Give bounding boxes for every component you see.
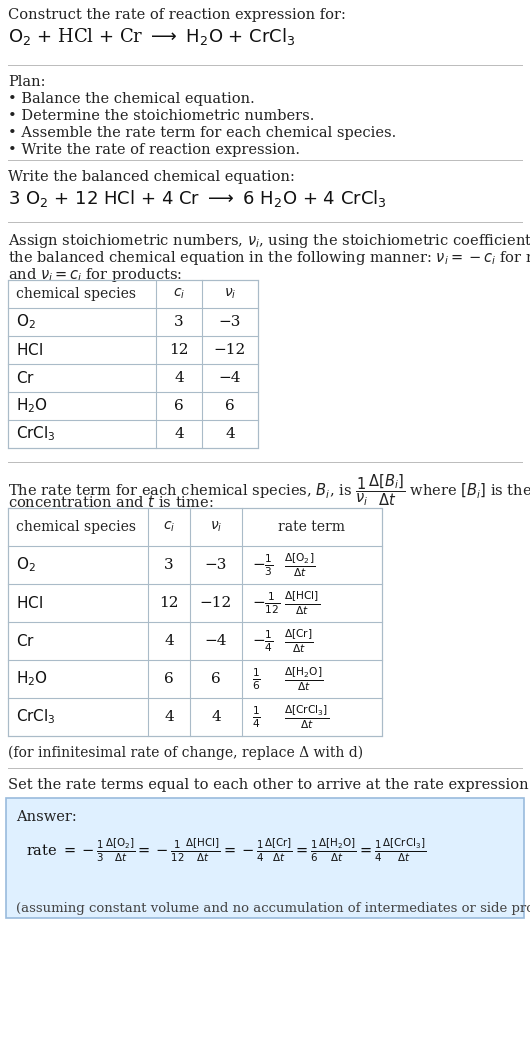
- Text: Plan:: Plan:: [8, 75, 46, 89]
- Text: $\mathrm{O_2}$ $+$ HCl $+$ Cr $\longrightarrow$ $\mathrm{H_2O}$ $+$ $\mathrm{CrC: $\mathrm{O_2}$ $+$ HCl $+$ Cr $\longrigh…: [8, 26, 295, 47]
- Text: $\mathrm{Cr}$: $\mathrm{Cr}$: [16, 370, 35, 386]
- Text: $\mathrm{H_2O}$: $\mathrm{H_2O}$: [16, 670, 48, 689]
- Text: $\mathrm{O_2}$: $\mathrm{O_2}$: [16, 555, 36, 574]
- Text: and $\nu_i = c_i$ for products:: and $\nu_i = c_i$ for products:: [8, 266, 182, 284]
- Text: $\frac{\Delta[\mathrm{H_2O}]}{\Delta t}$: $\frac{\Delta[\mathrm{H_2O}]}{\Delta t}$: [284, 665, 323, 693]
- Text: $\nu_i$: $\nu_i$: [210, 520, 222, 535]
- Text: Assign stoichiometric numbers, $\nu_i$, using the stoichiometric coefficients, $: Assign stoichiometric numbers, $\nu_i$, …: [8, 232, 530, 250]
- Text: $-\frac{1}{4}$: $-\frac{1}{4}$: [252, 628, 273, 653]
- Text: Write the balanced chemical equation:: Write the balanced chemical equation:: [8, 170, 295, 184]
- Text: (for infinitesimal rate of change, replace Δ with d): (for infinitesimal rate of change, repla…: [8, 746, 363, 761]
- Text: −3: −3: [219, 315, 241, 329]
- Text: 6: 6: [164, 672, 174, 686]
- Text: the balanced chemical equation in the following manner: $\nu_i = -c_i$ for react: the balanced chemical equation in the fo…: [8, 249, 530, 267]
- Text: $\mathrm{O_2}$: $\mathrm{O_2}$: [16, 313, 36, 331]
- Text: $\frac{\Delta[\mathrm{Cr}]}{\Delta t}$: $\frac{\Delta[\mathrm{Cr}]}{\Delta t}$: [284, 627, 313, 654]
- Text: 6: 6: [174, 399, 184, 413]
- Text: $\frac{1}{4}$: $\frac{1}{4}$: [252, 704, 261, 729]
- Text: −12: −12: [200, 596, 232, 610]
- Text: chemical species: chemical species: [16, 520, 136, 534]
- Text: • Balance the chemical equation.: • Balance the chemical equation.: [8, 92, 255, 106]
- Text: 12: 12: [159, 596, 179, 610]
- Text: $c_i$: $c_i$: [163, 520, 175, 535]
- Text: concentration and $t$ is time:: concentration and $t$ is time:: [8, 494, 214, 510]
- Bar: [8, 508, 382, 736]
- Text: $\mathrm{HCl}$: $\mathrm{HCl}$: [16, 595, 43, 611]
- Text: $-\frac{1}{3}$: $-\frac{1}{3}$: [252, 552, 273, 577]
- Text: −3: −3: [205, 559, 227, 572]
- Text: $\mathrm{CrCl_3}$: $\mathrm{CrCl_3}$: [16, 708, 56, 726]
- Text: Construct the rate of reaction expression for:: Construct the rate of reaction expressio…: [8, 8, 346, 22]
- Text: −4: −4: [219, 371, 241, 384]
- Text: rate $= -\frac{1}{3}\frac{\Delta[\mathrm{O_2}]}{\Delta t} = -\frac{1}{12}\frac{\: rate $= -\frac{1}{3}\frac{\Delta[\mathrm…: [26, 837, 426, 864]
- Text: (assuming constant volume and no accumulation of intermediates or side products): (assuming constant volume and no accumul…: [16, 902, 530, 915]
- Text: $\frac{\Delta[\mathrm{O_2}]}{\Delta t}$: $\frac{\Delta[\mathrm{O_2}]}{\Delta t}$: [284, 551, 315, 579]
- Text: $c_i$: $c_i$: [173, 287, 185, 301]
- Text: $\mathrm{HCl}$: $\mathrm{HCl}$: [16, 342, 43, 358]
- Text: rate term: rate term: [278, 520, 346, 534]
- Text: 4: 4: [164, 634, 174, 648]
- Text: • Determine the stoichiometric numbers.: • Determine the stoichiometric numbers.: [8, 109, 314, 123]
- Text: $3\ \mathrm{O_2}$ $+$ $12\ \mathrm{HCl}$ $+$ $4\ \mathrm{Cr}$ $\longrightarrow$ : $3\ \mathrm{O_2}$ $+$ $12\ \mathrm{HCl}$…: [8, 188, 387, 209]
- Text: $\frac{\Delta[\mathrm{HCl}]}{\Delta t}$: $\frac{\Delta[\mathrm{HCl}]}{\Delta t}$: [284, 589, 320, 617]
- Text: 4: 4: [211, 710, 221, 724]
- Text: 6: 6: [211, 672, 221, 686]
- Text: $\mathrm{CrCl_3}$: $\mathrm{CrCl_3}$: [16, 425, 56, 443]
- Text: −12: −12: [214, 343, 246, 357]
- Text: −4: −4: [205, 634, 227, 648]
- Text: $\mathrm{Cr}$: $\mathrm{Cr}$: [16, 632, 35, 649]
- Text: 3: 3: [174, 315, 184, 329]
- Text: $\frac{1}{6}$: $\frac{1}{6}$: [252, 666, 261, 692]
- Text: 4: 4: [164, 710, 174, 724]
- FancyBboxPatch shape: [6, 798, 524, 918]
- Text: chemical species: chemical species: [16, 287, 136, 301]
- Text: $\nu_i$: $\nu_i$: [224, 287, 236, 301]
- Text: $-\frac{1}{12}$: $-\frac{1}{12}$: [252, 590, 280, 616]
- Text: • Assemble the rate term for each chemical species.: • Assemble the rate term for each chemic…: [8, 126, 396, 140]
- Text: Answer:: Answer:: [16, 810, 77, 824]
- Text: 3: 3: [164, 559, 174, 572]
- Text: 6: 6: [225, 399, 235, 413]
- Text: 4: 4: [225, 427, 235, 441]
- Text: 12: 12: [169, 343, 189, 357]
- Text: • Write the rate of reaction expression.: • Write the rate of reaction expression.: [8, 143, 300, 157]
- Text: 4: 4: [174, 371, 184, 384]
- Text: $\frac{\Delta[\mathrm{CrCl_3}]}{\Delta t}$: $\frac{\Delta[\mathrm{CrCl_3}]}{\Delta t…: [284, 703, 329, 730]
- Text: The rate term for each chemical species, $B_i$, is $\dfrac{1}{\nu_i}\dfrac{\Delt: The rate term for each chemical species,…: [8, 472, 530, 507]
- Text: Set the rate terms equal to each other to arrive at the rate expression:: Set the rate terms equal to each other t…: [8, 778, 530, 792]
- Text: 4: 4: [174, 427, 184, 441]
- Bar: [8, 280, 258, 448]
- Text: $\mathrm{H_2O}$: $\mathrm{H_2O}$: [16, 397, 48, 416]
